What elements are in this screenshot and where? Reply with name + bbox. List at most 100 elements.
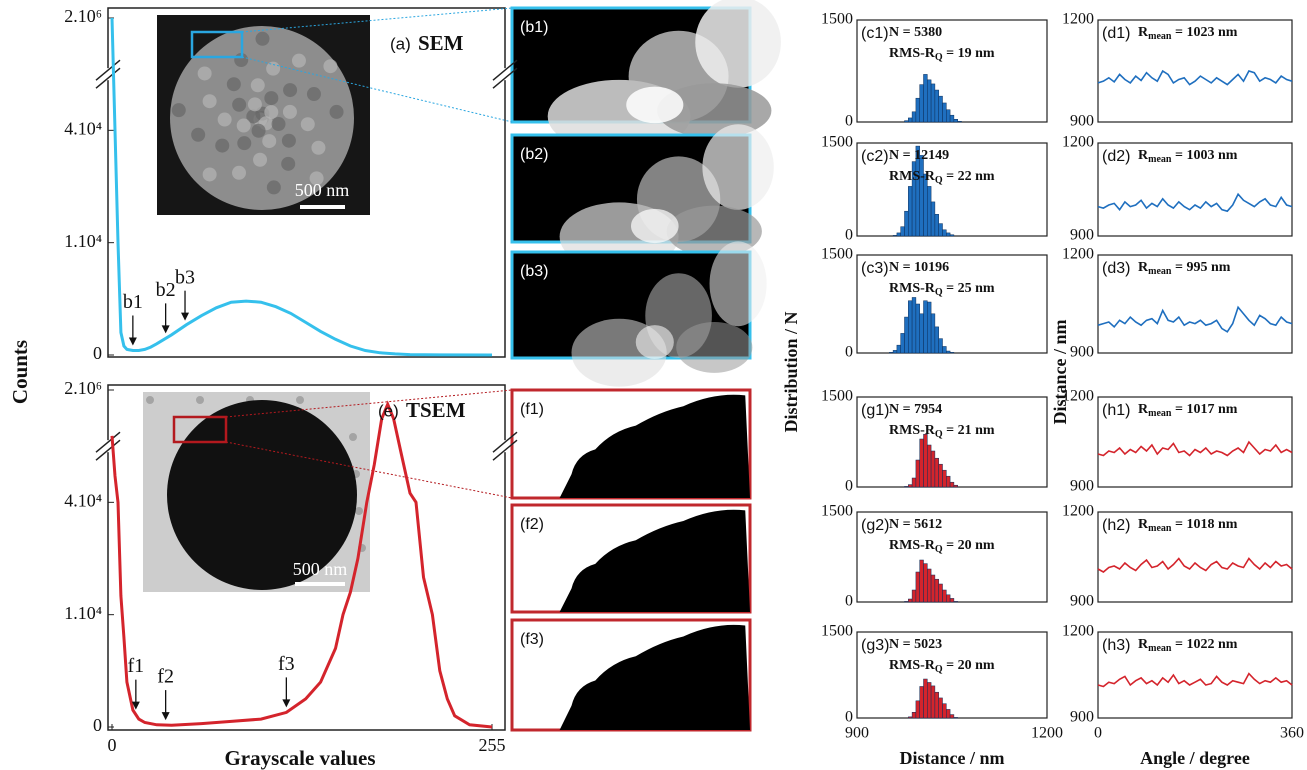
mean-label: Rmean = 1018 nm bbox=[1138, 517, 1238, 534]
y-tick-label: 0 bbox=[845, 709, 853, 726]
histogram-bar bbox=[912, 712, 916, 718]
inset-texture bbox=[237, 119, 251, 133]
histogram-bar bbox=[893, 235, 897, 236]
histogram-bar bbox=[897, 345, 901, 353]
y-tick-label: 1200 bbox=[1062, 623, 1094, 640]
y-tick-label: 4.10⁴ bbox=[64, 490, 102, 510]
histogram-bar bbox=[927, 682, 931, 718]
rms-label-tail: = 25 nm bbox=[943, 281, 995, 296]
inset-texture bbox=[311, 141, 325, 155]
data-line bbox=[1098, 71, 1292, 85]
histogram-bar bbox=[927, 80, 931, 122]
histogram-bar bbox=[908, 301, 912, 353]
y-tick-label: 1500 bbox=[821, 11, 853, 28]
histogram-bar bbox=[927, 445, 931, 487]
scale-label: 500 nm bbox=[293, 559, 348, 579]
inset-texture bbox=[227, 77, 241, 91]
histogram-bar bbox=[905, 601, 909, 602]
mean-label-sub: mean bbox=[1148, 643, 1172, 654]
histogram-bar bbox=[943, 230, 947, 236]
rms-label: RMS-RQ = 20 nm bbox=[889, 658, 995, 675]
histogram-bar bbox=[931, 202, 935, 236]
panel-label: (c3) bbox=[861, 260, 889, 277]
inset-texture bbox=[301, 117, 315, 131]
histogram-bar bbox=[912, 590, 916, 602]
histogram-bar bbox=[939, 698, 943, 718]
image-texture bbox=[710, 241, 767, 326]
rms-label-main: RMS-R bbox=[889, 169, 936, 184]
panel-label: (c1) bbox=[861, 25, 889, 42]
histogram-bar bbox=[943, 590, 947, 602]
image-label: (b2) bbox=[520, 146, 548, 163]
mean-label-tail: = 1017 nm bbox=[1171, 402, 1237, 417]
arrow-head bbox=[129, 338, 137, 346]
y-tick-label: 4.10⁴ bbox=[64, 118, 102, 138]
mean-label-tail: = 1022 nm bbox=[1171, 637, 1237, 652]
histogram-bar bbox=[916, 98, 920, 122]
inset-texture bbox=[215, 139, 229, 153]
inset-texture bbox=[282, 134, 296, 148]
panel-label: (g1) bbox=[861, 402, 889, 419]
histogram-bar bbox=[954, 485, 958, 487]
inset-texture bbox=[267, 180, 281, 194]
panel-label: (h1) bbox=[1102, 402, 1130, 419]
inset-texture bbox=[272, 117, 286, 131]
y-tick-label: 900 bbox=[1070, 113, 1094, 130]
histogram-bar bbox=[916, 701, 920, 718]
histogram-bar bbox=[954, 717, 958, 718]
histogram-bar bbox=[958, 121, 962, 122]
histogram-bar bbox=[946, 233, 950, 236]
arrow-head bbox=[181, 313, 189, 321]
histogram-bar bbox=[939, 464, 943, 487]
image-label: (b3) bbox=[520, 263, 548, 280]
histogram-bar bbox=[943, 103, 947, 122]
y-axis-title: Counts bbox=[8, 340, 32, 404]
y-tick-label: 0 bbox=[845, 344, 853, 361]
inset-texture bbox=[218, 113, 232, 127]
annotation: b1 bbox=[123, 291, 143, 313]
histogram-bar bbox=[931, 575, 935, 602]
n-label: N = 12149 bbox=[889, 148, 949, 163]
histogram-bar bbox=[935, 692, 939, 718]
histogram-bar bbox=[943, 346, 947, 353]
histogram-bar bbox=[950, 598, 954, 602]
rms-label-main: RMS-R bbox=[889, 423, 936, 438]
n-label: N = 5612 bbox=[889, 517, 942, 532]
histogram-bar bbox=[935, 90, 939, 122]
y-tick-label: 1500 bbox=[821, 623, 853, 640]
inset-texture bbox=[281, 157, 295, 171]
inset-texture bbox=[232, 166, 246, 180]
mean-label-sub: mean bbox=[1148, 523, 1172, 534]
y-tick-label: 1500 bbox=[821, 388, 853, 405]
histogram-bar bbox=[924, 679, 928, 718]
mean-label: Rmean = 995 nm bbox=[1138, 260, 1231, 277]
histogram-bar bbox=[950, 352, 954, 353]
histogram-bar bbox=[905, 486, 909, 487]
histogram-bar bbox=[908, 186, 912, 236]
histogram-bar bbox=[946, 595, 950, 602]
image-texture bbox=[676, 322, 752, 373]
histogram-bar bbox=[916, 572, 920, 602]
histogram-bar bbox=[893, 350, 897, 353]
y-tick-label: 0 bbox=[93, 715, 102, 735]
histogram-bar bbox=[943, 470, 947, 487]
inset-texture bbox=[172, 103, 186, 117]
y-tick-label: 0 bbox=[845, 227, 853, 244]
y-tick-label: 900 bbox=[1070, 344, 1094, 361]
image-label: (f1) bbox=[520, 401, 544, 418]
image-texture bbox=[695, 0, 781, 88]
histogram-bar bbox=[954, 601, 958, 602]
inset-texture bbox=[307, 87, 321, 101]
mean-label-sub: mean bbox=[1148, 408, 1172, 419]
histogram-bar bbox=[920, 439, 924, 487]
x-tick-label: 360 bbox=[1280, 725, 1304, 742]
y-axis-title: Distance / nm bbox=[1050, 320, 1070, 425]
rms-label-main: RMS-R bbox=[889, 46, 936, 61]
mean-label: Rmean = 1023 nm bbox=[1138, 25, 1238, 42]
histogram-bar bbox=[939, 339, 943, 353]
mean-label: Rmean = 1003 nm bbox=[1138, 148, 1238, 165]
image-label: (f2) bbox=[520, 516, 544, 533]
histogram-bar bbox=[912, 297, 916, 353]
inset-texture bbox=[292, 54, 306, 68]
image-texture bbox=[631, 209, 679, 243]
